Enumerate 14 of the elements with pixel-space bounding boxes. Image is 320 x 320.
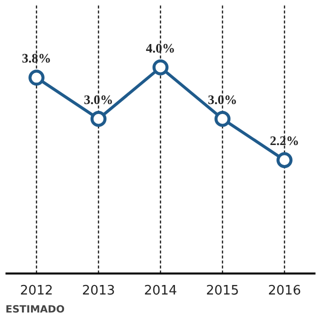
x-tick-label: 2014 — [144, 284, 178, 298]
x-tick-label: 2016 — [268, 284, 302, 298]
data-label: 3.8% — [22, 50, 52, 66]
point — [276, 152, 292, 168]
text: ESTIMADO — [6, 304, 65, 316]
x-tick-label: 2015 — [206, 284, 240, 298]
point — [28, 70, 44, 86]
x-tick-label: 2012 — [20, 284, 54, 298]
point — [152, 59, 168, 76]
data-label: 4.0% — [146, 40, 176, 56]
point — [214, 110, 230, 127]
point — [90, 110, 106, 127]
x-tick-label: 2013 — [82, 284, 116, 298]
data-label: 2.2% — [270, 133, 300, 148]
